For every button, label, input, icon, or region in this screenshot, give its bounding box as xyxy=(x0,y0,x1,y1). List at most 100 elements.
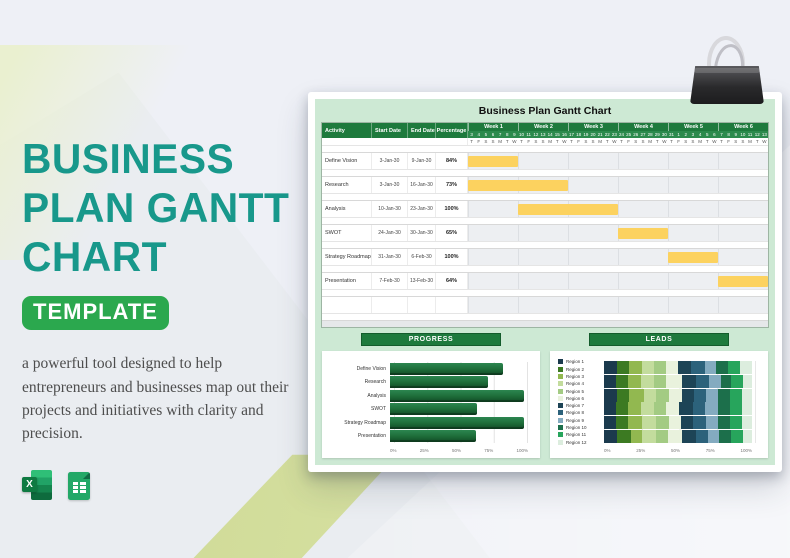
leads-bar-segment xyxy=(604,429,618,443)
progress-axis: 0% 25% 50% 75% 100% xyxy=(390,445,528,455)
leads-bar-segment xyxy=(604,361,618,375)
progress-bar xyxy=(390,416,524,429)
row-spacer xyxy=(322,265,768,272)
progress-bar xyxy=(390,430,476,443)
leads-bar-segment xyxy=(617,429,631,443)
day-number-cell: 17 xyxy=(569,132,575,137)
legend-item: Region 1 xyxy=(558,359,604,365)
day-number-cell: 27 xyxy=(640,132,646,137)
day-letter-cell: W xyxy=(612,139,617,144)
page-title-line-2: PLAN GANTT xyxy=(22,184,290,232)
gantt-bar xyxy=(668,251,718,263)
spreadsheet-card: Business Plan Gantt Chart Activity Start … xyxy=(308,92,782,472)
day-number-cell: 23 xyxy=(611,132,617,137)
task-activity-cell: SWOT xyxy=(322,225,372,241)
leads-bar-segment xyxy=(678,361,692,375)
gantt-header-left: Activity Start Date End Date Percentage xyxy=(322,123,468,145)
day-letter-cell: M xyxy=(598,139,602,144)
leads-bar-segment xyxy=(615,374,628,388)
legend-swatch xyxy=(558,410,563,416)
gantt-header: Activity Start Date End Date Percentage Wee… xyxy=(322,123,768,145)
task-start-date-cell: 10-Jan-30 xyxy=(372,201,408,217)
leads-bar-segment xyxy=(615,415,628,429)
legend-swatch xyxy=(558,403,563,409)
day-letter-cell: M xyxy=(748,139,752,144)
day-letter-cell: F xyxy=(727,139,730,144)
progress-track xyxy=(390,376,524,389)
legend-label: Region 8 xyxy=(566,410,585,416)
leads-bar-segment xyxy=(717,402,730,416)
leads-bar-segment xyxy=(716,361,729,375)
progress-row: Analysis xyxy=(330,389,528,402)
task-percentage-cell: 73% xyxy=(436,177,468,193)
legend-item: Region 5 xyxy=(558,388,604,394)
leads-axis-tick: 100% xyxy=(740,447,752,453)
day-number-cell: 4 xyxy=(477,132,480,137)
leads-bar-segment xyxy=(709,374,721,388)
day-number-cell: 6 xyxy=(713,132,716,137)
day-numbers-row: 3 4 5 6 7 8 9 10 11 12 13 14 15 16 17 18 19 20 21 22 23 24 25 2… xyxy=(468,131,768,138)
day-number-cell: 13 xyxy=(761,132,767,137)
task-activity-cell: Define Vision xyxy=(322,153,372,169)
progress-chart-group: PROGRESS Define Vision Research Analysis SW… xyxy=(322,333,540,458)
task-activity-cell: Strategy Roadmap xyxy=(322,249,372,265)
task-end-date-cell xyxy=(408,297,436,313)
google-sheets-icon xyxy=(68,472,90,500)
week-header-cell: Week 6 xyxy=(718,123,768,131)
task-percentage-cell xyxy=(436,297,468,313)
leads-chart-card: Region 1 Region 2 Region 3 Region 4 Region 5… xyxy=(550,351,768,458)
task-end-date-cell: 6-Feb-30 xyxy=(408,249,436,265)
day-number-cell: 24 xyxy=(619,132,625,137)
legend-label: Region 12 xyxy=(566,439,587,445)
progress-label: Define Vision xyxy=(356,365,386,372)
day-number-cell: 10 xyxy=(519,132,525,137)
progress-axis-tick: 25% xyxy=(419,447,429,453)
google-sheets-grid xyxy=(72,482,86,493)
leads-bar-segment xyxy=(728,361,741,375)
task-start-date-cell: 7-Feb-30 xyxy=(372,273,408,289)
leads-bar-segment xyxy=(704,361,717,375)
leads-bar-segment xyxy=(731,374,744,388)
leads-bar-segment xyxy=(666,402,680,416)
day-number-cell: 28 xyxy=(647,132,653,137)
day-letter-cell: W xyxy=(712,139,717,144)
legend-label: Region 11 xyxy=(566,432,587,438)
legend-label: Region 3 xyxy=(566,373,585,379)
leads-bar-segment xyxy=(695,429,708,443)
legend-item: Region 11 xyxy=(558,432,604,438)
leads-bar-segment xyxy=(731,429,744,443)
day-number-cell: 10 xyxy=(740,132,746,137)
day-number-cell: 3 xyxy=(470,132,473,137)
leads-bar-segment xyxy=(627,402,641,416)
leads-bar-segment xyxy=(717,415,730,429)
day-number-cell: 11 xyxy=(526,132,532,137)
table-footer-strip xyxy=(322,320,768,327)
legend-item: Region 8 xyxy=(558,410,604,416)
leads-bar-segment xyxy=(630,429,643,443)
task-end-date-cell: 30-Jan-30 xyxy=(408,225,436,241)
day-letter-cell: S xyxy=(734,139,738,144)
legend-swatch xyxy=(558,395,563,401)
task-percentage-cell: 100% xyxy=(436,201,468,217)
day-letter-cell: T xyxy=(705,139,709,144)
description-text: a powerful tool designed to help entrepr… xyxy=(22,355,289,443)
day-number-cell: 31 xyxy=(669,132,675,137)
week-row: Week 1 Week 2 Week 3 Week 4 Week 5 Week 6 xyxy=(468,123,768,131)
leads-bar-segment xyxy=(704,402,718,416)
progress-axis-tick: 75% xyxy=(484,447,494,453)
day-number-cell: 15 xyxy=(554,132,560,137)
leads-bar-segment xyxy=(682,429,696,443)
leads-bar-segment xyxy=(654,374,667,388)
leads-bar-segment xyxy=(719,429,732,443)
page-title-line-3: CHART xyxy=(22,233,167,281)
progress-rows: Define Vision Research Analysis SWOT Strateg… xyxy=(330,359,532,445)
leads-bar-segment xyxy=(743,429,752,443)
task-percentage-cell: 65% xyxy=(436,225,468,241)
columns-row: Activity Start Date End Date Percentage xyxy=(322,123,468,138)
legend-item: Region 2 xyxy=(558,366,604,372)
leads-axis-tick: 50% xyxy=(670,447,680,453)
progress-chart-title: PROGRESS xyxy=(361,333,501,346)
day-number-cell: 13 xyxy=(540,132,546,137)
leads-bar-segment xyxy=(720,374,732,388)
